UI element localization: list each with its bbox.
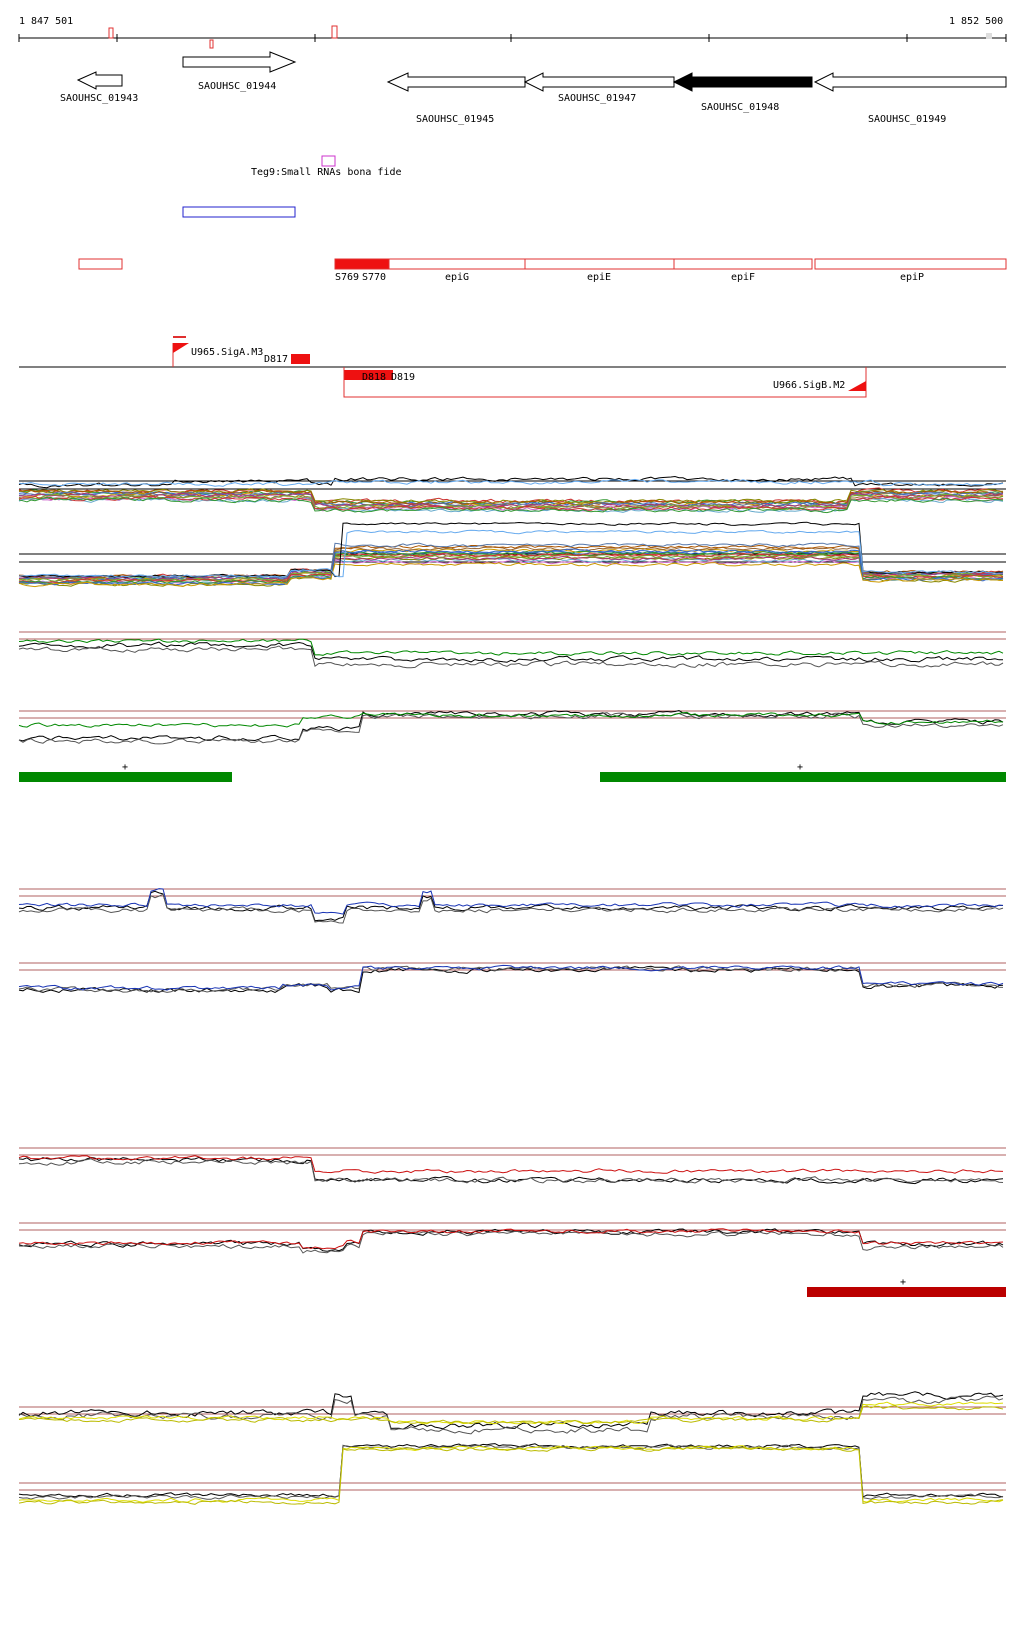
condition-bar <box>807 1287 1006 1297</box>
expression-tracks <box>18 475 1006 1505</box>
multi-profile-lower <box>18 542 1004 580</box>
multi-profile-lower <box>18 548 1004 586</box>
segment-label: epiF <box>731 272 755 283</box>
gene-label: SAOUHSC_01943 <box>60 93 138 104</box>
tss-label: U966.SigB.M2 <box>773 380 845 391</box>
profile-green <box>18 711 1004 728</box>
gene-arrow-01943 <box>76 71 123 90</box>
profile-black <box>18 1391 1004 1430</box>
condition-label: + <box>122 762 128 773</box>
multi-profile-upper <box>18 478 1004 487</box>
small-rna-box <box>321 155 336 167</box>
segment-label: epiE <box>587 272 611 283</box>
segment-label: S769 <box>335 272 359 283</box>
profile-black <box>18 645 1004 669</box>
segment-box <box>524 258 675 270</box>
tss-label: U965.SigA.M3 <box>191 347 263 358</box>
multi-profile-upper <box>18 495 1004 511</box>
coordinate-ruler: 1 847 501 1 852 500 <box>18 16 1007 49</box>
profile-green <box>18 638 1004 656</box>
profile-yellow <box>18 1405 1004 1425</box>
multi-profile-lower <box>18 550 1004 585</box>
profile-black <box>18 641 1004 663</box>
multi-profile-lower <box>18 562 1004 588</box>
multi-profile-lower <box>18 555 1004 581</box>
condition-markers: + + + <box>19 762 1006 1297</box>
multi-profile-lower <box>18 521 1004 578</box>
downshift-label: D817 <box>264 354 288 365</box>
profile-black <box>18 1443 1004 1498</box>
profile-red <box>18 1228 1004 1250</box>
multi-profile-upper <box>18 488 1004 504</box>
ruler-red-markers <box>108 25 338 49</box>
profile-black <box>18 893 1004 924</box>
ruler-start-label: 1 847 501 <box>19 16 73 27</box>
gene-arrow-01947 <box>523 72 675 92</box>
multi-profile-upper <box>18 496 1004 514</box>
small-rna-track: Teg9:Small RNAs bona fide <box>182 155 402 218</box>
gene-arrow-01948 <box>672 72 813 92</box>
profile-black <box>18 1444 1004 1500</box>
segment-label: epiG <box>445 272 469 283</box>
multi-profile-upper <box>19 492 1004 509</box>
profile-black <box>18 965 1004 993</box>
profile-red <box>18 1155 1004 1174</box>
segment-track <box>78 258 1007 270</box>
condition-label: + <box>900 1277 906 1288</box>
profile-black <box>18 1228 1004 1252</box>
multi-profile-upper <box>18 475 1004 489</box>
segment-box <box>334 258 390 270</box>
gene-label: SAOUHSC_01944 <box>198 81 276 92</box>
gene-labels: SAOUHSC_01943 SAOUHSC_01944 SAOUHSC_0194… <box>60 81 946 125</box>
downshift-label: D818 <box>362 372 386 383</box>
segment-box <box>673 258 813 270</box>
segment-label: S770 <box>362 272 386 283</box>
condition-bar <box>19 772 232 782</box>
gene-label: SAOUHSC_01949 <box>868 114 946 125</box>
downshift-box <box>291 354 310 364</box>
profile-black <box>18 1395 1004 1435</box>
multi-profile-lower <box>18 554 1004 582</box>
condition-bar <box>600 772 1006 782</box>
profile-blue <box>18 964 1004 991</box>
downshift-box <box>344 370 370 380</box>
ruler-end-marker <box>986 33 992 39</box>
ruler-ticks <box>18 34 1007 42</box>
profile-black <box>18 712 1004 745</box>
multi-profile-upper <box>18 491 1004 508</box>
profile-yellow <box>18 1445 1004 1505</box>
tss-flag-minus-head <box>848 381 866 391</box>
gene-arrow-01949 <box>813 72 1007 92</box>
downshift-label: D819 <box>391 372 415 383</box>
tss-flag-plus-head <box>173 343 189 353</box>
profile-blue <box>18 888 1004 915</box>
tss-track: U965.SigA.M3 D817 D818 D819 U966.SigB.M2 <box>19 336 1006 398</box>
segment-labels: S769 S770 epiG epiE epiF epiP <box>335 272 924 283</box>
profile-black <box>18 1158 1004 1184</box>
segment-box <box>388 258 526 270</box>
multi-profile-upper <box>18 493 1004 511</box>
gene-label: SAOUHSC_01947 <box>558 93 636 104</box>
segment-box <box>814 258 1007 270</box>
gene-track <box>76 51 1007 92</box>
gene-label: SAOUHSC_01945 <box>416 114 494 125</box>
blue-feature-box <box>182 206 296 218</box>
gene-label: SAOUHSC_01948 <box>701 102 779 113</box>
segment-label: epiP <box>900 272 924 283</box>
gene-arrow-01944 <box>182 51 297 73</box>
gene-arrow-01945 <box>386 72 526 92</box>
ruler-end-label: 1 852 500 <box>949 16 1003 27</box>
multi-profile-lower <box>18 557 1003 586</box>
multi-profile-lower <box>18 544 1004 579</box>
small-rna-label: Teg9:Small RNAs bona fide <box>251 167 402 178</box>
segment-box <box>78 258 123 270</box>
condition-label: + <box>797 762 803 773</box>
profile-black <box>18 1230 1004 1254</box>
downshift-box <box>370 370 393 380</box>
profile-black <box>18 965 1004 994</box>
multi-profile-lower <box>18 529 1004 578</box>
